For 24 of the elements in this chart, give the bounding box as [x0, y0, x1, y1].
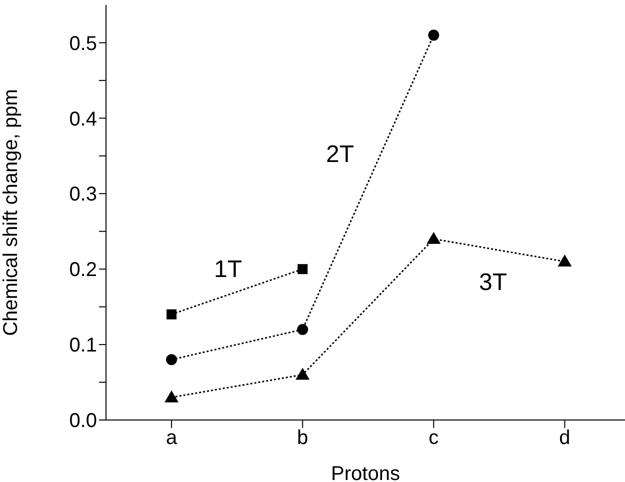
y-tick-label: 0.4 [69, 108, 97, 130]
point [164, 390, 179, 402]
x-tick-label: d [559, 427, 570, 450]
point [298, 264, 308, 274]
x-tick-label: b [297, 427, 308, 450]
point [166, 309, 177, 320]
y-tick-label: 0.0 [69, 410, 97, 432]
point [166, 354, 178, 366]
y-tick-label: 0.2 [69, 259, 97, 282]
series-label: 1T [214, 256, 242, 284]
x-tick-label: c [428, 427, 439, 450]
series-label: 2T [326, 141, 354, 169]
point [428, 30, 440, 41]
y-tick-label: 0.1 [69, 334, 97, 357]
x-axis-title: Protons [331, 463, 400, 482]
y-axis-title: Chemical shift change, ppm [0, 89, 22, 336]
point [558, 254, 572, 267]
y-tick-label: 0.3 [69, 184, 97, 206]
point [297, 324, 308, 335]
y-tick-label: 0.5 [69, 32, 97, 55]
series-label: 3T [478, 269, 508, 297]
point [426, 232, 441, 244]
point [296, 368, 310, 380]
x-tick-label: a [166, 427, 178, 450]
